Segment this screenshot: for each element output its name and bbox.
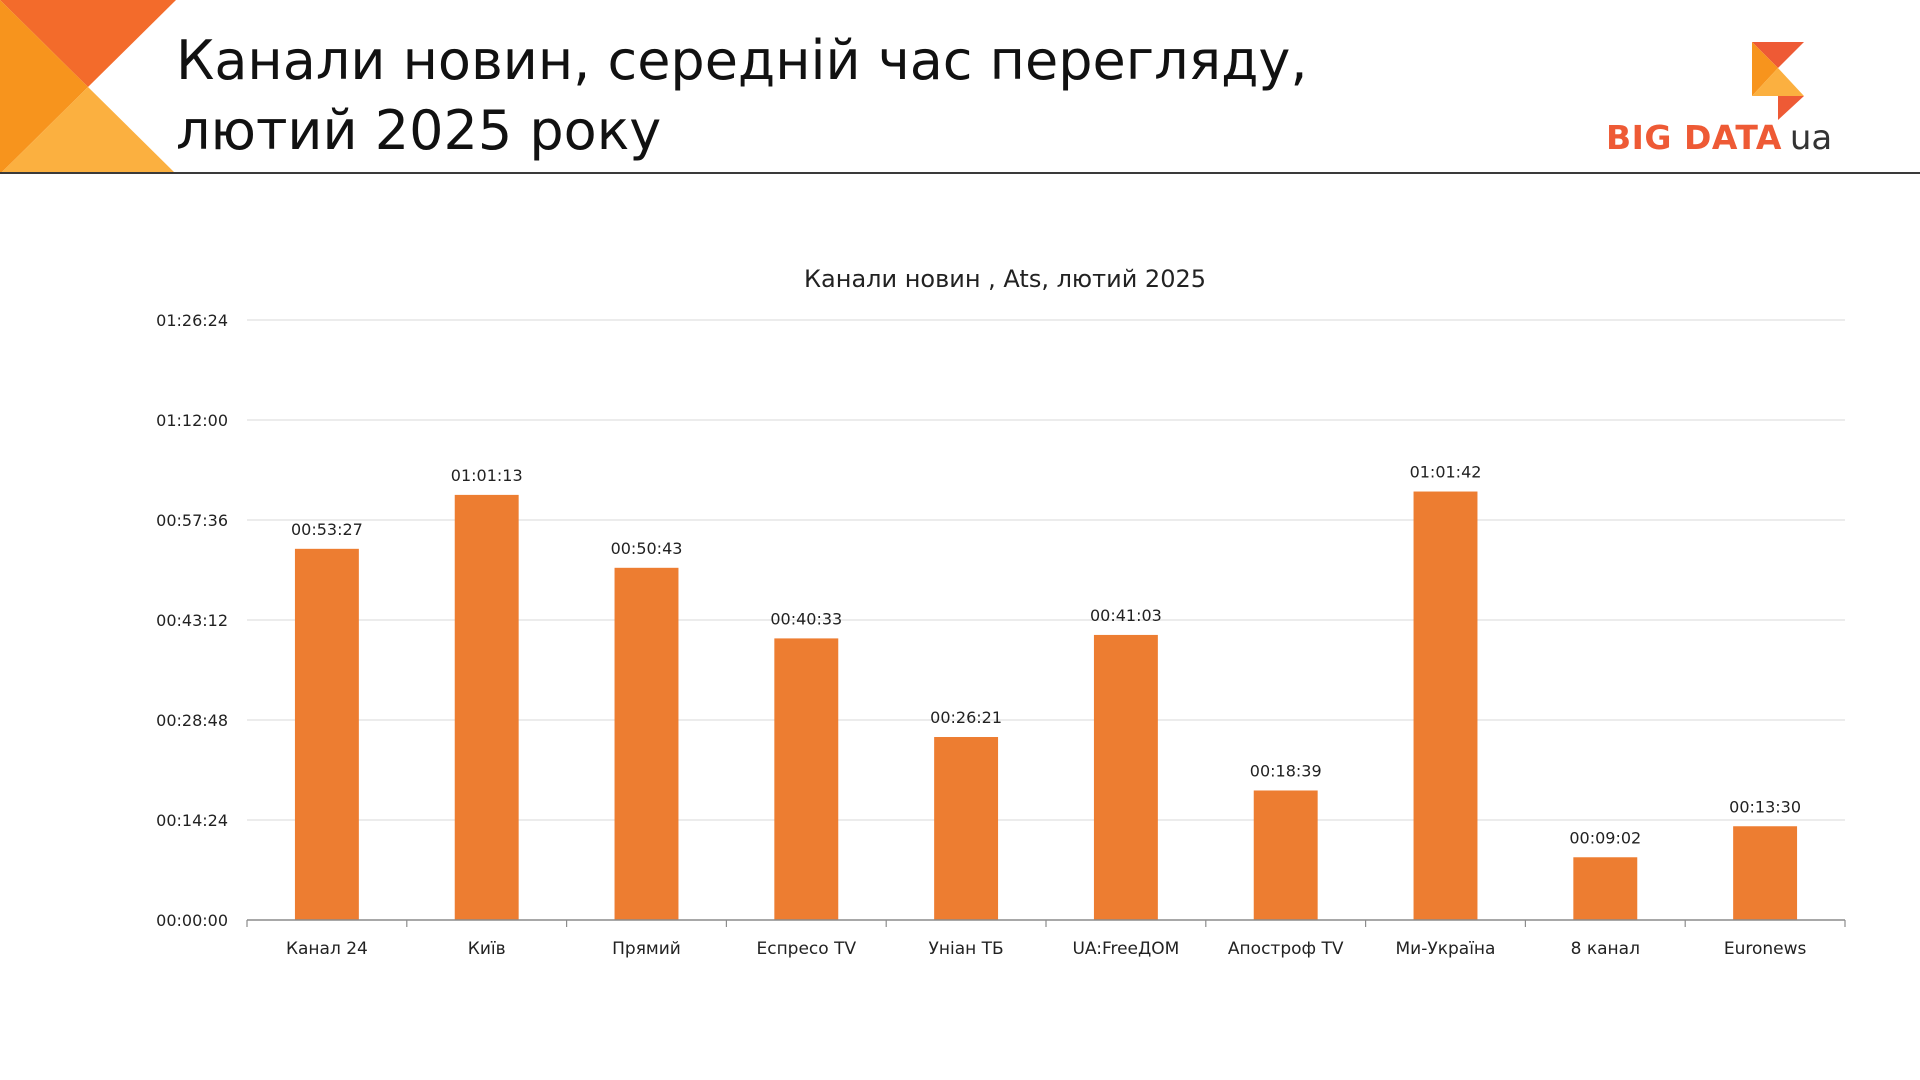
y-axis-tick-labels: 00:00:00 00:14:24 00:28:48 00:43:12 00:57:36…: [156, 311, 228, 930]
data-label: 00:13:30: [1729, 797, 1801, 816]
x-tick-label: Канал 24: [286, 939, 368, 959]
page-title: Канали новин, середній час перегляду, лю…: [176, 26, 1308, 166]
logo-suffix: ua: [1789, 118, 1833, 158]
deco-triangle-mid: [0, 0, 88, 174]
logo-wordmark: BIG DATA: [1606, 118, 1782, 157]
chart-title: Канали новин , Ats, лютий 2025: [804, 265, 1206, 293]
data-label: 00:41:03: [1090, 606, 1162, 625]
data-label: 00:26:21: [930, 708, 1002, 727]
data-label: 00:18:39: [1250, 761, 1322, 780]
deco-triangle-light: [0, 87, 176, 174]
data-label: 00:50:43: [611, 539, 683, 558]
deco-triangle-dark: [0, 0, 176, 87]
x-tick-label: UA:FreeДОМ: [1072, 939, 1179, 959]
x-axis-tick-labels: Канал 24 Київ Прямий Еспресо TV Уніан ТБ UA:F…: [286, 939, 1807, 959]
data-label: 01:01:13: [451, 466, 523, 485]
x-tick-label: Прямий: [612, 939, 681, 959]
header-divider: [0, 172, 1920, 174]
y-tick-label: 00:57:36: [156, 511, 228, 530]
page-title-line-2: лютий 2025 року: [176, 99, 662, 162]
bar: [294, 548, 359, 920]
bar: [774, 638, 839, 920]
bar: [454, 494, 519, 920]
bar: [1573, 857, 1638, 920]
bar: [1733, 826, 1798, 920]
big-data-logo: BIG DATA ua: [1598, 40, 1838, 164]
data-label: 00:53:27: [291, 520, 363, 539]
y-tick-label: 00:43:12: [156, 611, 228, 630]
y-tick-label: 01:26:24: [156, 311, 228, 330]
data-label: 00:40:33: [770, 609, 842, 628]
bar: [1253, 790, 1318, 920]
x-tick-label: 8 канал: [1571, 939, 1640, 959]
bar: [614, 567, 679, 920]
y-tick-label: 00:14:24: [156, 811, 228, 830]
x-axis: [246, 919, 1846, 927]
bar: [934, 737, 999, 920]
logo-text: BIG DATA ua: [1606, 118, 1832, 158]
chart-data-labels: 00:53:27 01:01:13 00:50:43 00:40:33 00:26:21…: [291, 463, 1801, 848]
y-tick-label: 00:00:00: [156, 911, 228, 930]
bar: [1413, 491, 1478, 920]
logo-mark-icon: [1752, 42, 1804, 120]
chart-bars: [294, 491, 1798, 920]
corner-decoration: [0, 0, 176, 174]
data-label: 00:09:02: [1569, 828, 1641, 847]
x-tick-label: Euronews: [1724, 939, 1807, 959]
x-tick-label: Еспресо TV: [756, 939, 856, 959]
x-tick-label: Ми-Україна: [1396, 939, 1496, 959]
x-tick-label: Київ: [468, 939, 506, 959]
x-tick-label: Уніан ТБ: [929, 939, 1004, 959]
x-tick-label: Апостроф TV: [1228, 939, 1344, 959]
bar: [1093, 634, 1158, 920]
y-tick-label: 01:12:00: [156, 411, 228, 430]
y-tick-label: 00:28:48: [156, 711, 228, 730]
page-title-line-1: Канали новин, середній час перегляду,: [176, 29, 1308, 92]
data-label: 01:01:42: [1410, 463, 1482, 482]
